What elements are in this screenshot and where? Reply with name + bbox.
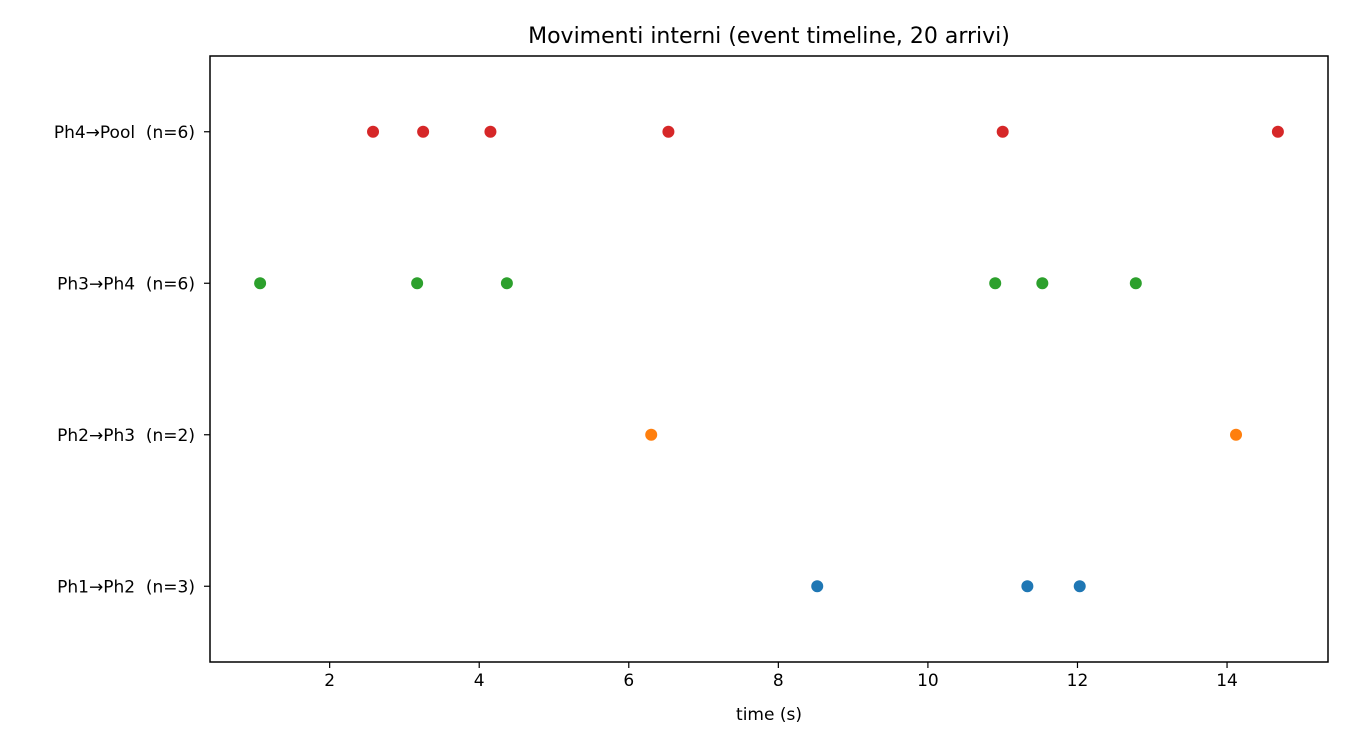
event-point: [411, 277, 424, 290]
event-point: [662, 125, 675, 138]
x-tick-label: 6: [623, 671, 634, 691]
event-point: [1073, 580, 1086, 593]
event-point: [1230, 428, 1243, 441]
x-axis-ticks: 2 4 6 8 10 12 14: [324, 662, 1238, 691]
x-tick-label: 8: [773, 671, 784, 691]
event-point: [645, 428, 658, 441]
x-tick-label: 12: [1067, 671, 1089, 691]
x-tick-label: 10: [917, 671, 939, 691]
x-tick-label: 2: [324, 671, 335, 691]
x-tick-label: 4: [474, 671, 485, 691]
x-axis-label: time (s): [736, 705, 802, 725]
y-tick-label: Ph3→Ph4 (n=6): [57, 274, 195, 294]
y-axis-ticks: Ph1→Ph2 (n=3) Ph2→Ph3 (n=2) Ph3→Ph4 (n=6) P…: [54, 123, 210, 597]
event-point: [417, 125, 430, 138]
y-tick-label: Ph4→Pool (n=6): [54, 123, 195, 143]
event-point: [1129, 277, 1142, 290]
event-point: [500, 277, 513, 290]
event-point: [996, 125, 1009, 138]
event-point: [1036, 277, 1049, 290]
event-point: [1021, 580, 1034, 593]
event-point: [989, 277, 1002, 290]
chart-title: Movimenti interni (event timeline, 20 ar…: [528, 24, 1010, 49]
event-point: [1271, 125, 1284, 138]
y-tick-label: Ph1→Ph2 (n=3): [57, 577, 195, 597]
event-point: [484, 125, 497, 138]
plot-frame: [209, 55, 1329, 663]
data-points: [254, 125, 1284, 593]
event-point: [811, 580, 824, 593]
event-point: [254, 277, 267, 290]
y-tick-label: Ph2→Ph3 (n=2): [57, 426, 195, 446]
x-tick-label: 14: [1216, 671, 1238, 691]
event-point: [367, 125, 380, 138]
